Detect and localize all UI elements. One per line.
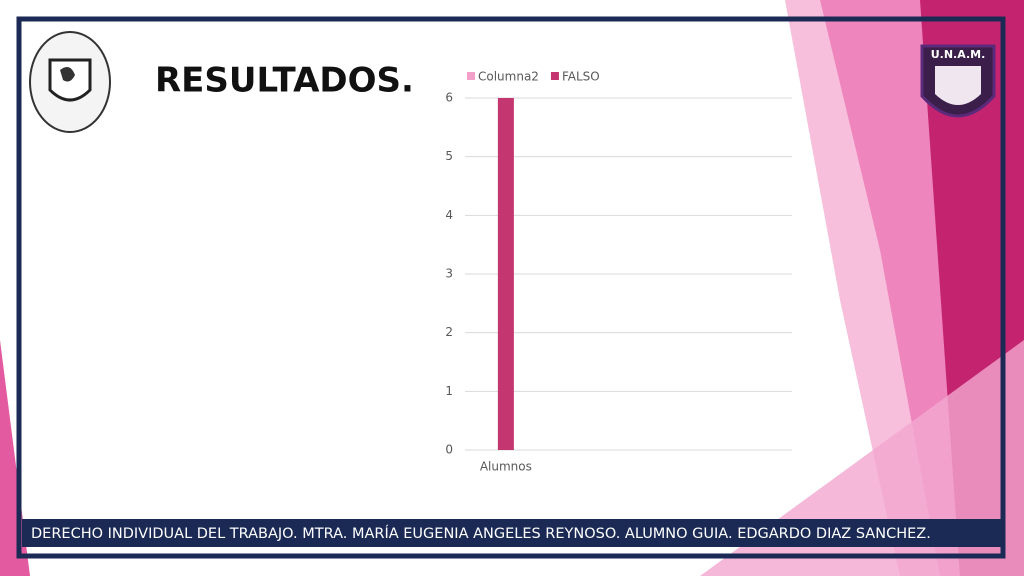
logo-right: U.N.A.M. [920, 44, 996, 118]
legend-swatch [467, 72, 475, 80]
y-tick-label: 3 [445, 267, 453, 281]
footer-bar [22, 519, 1001, 547]
y-tick-label: 2 [445, 325, 453, 339]
x-tick-label: Alumnos [480, 460, 532, 474]
y-tick-label: 6 [445, 91, 453, 105]
footer-text: DERECHO INDIVIDUAL DEL TRABAJO. MTRA. MA… [31, 525, 931, 542]
legend-swatch [550, 72, 559, 80]
y-tick-label: 5 [445, 149, 453, 163]
logo-left [29, 31, 111, 133]
legend-label: FALSO [562, 70, 600, 84]
slide-title: RESULTADOS. [155, 61, 414, 101]
legend-label: Columna2 [478, 70, 539, 84]
y-tick-label: 4 [445, 208, 453, 222]
chart: 0 1 2 3 4 5 6 Columna2 FALSO Alumnos [445, 70, 792, 474]
bar [497, 98, 514, 450]
y-tick-label: 0 [445, 443, 453, 457]
logo-text: U.N.A.M. [931, 48, 986, 61]
y-tick-label: 1 [445, 384, 453, 398]
frame [16, 16, 1006, 559]
